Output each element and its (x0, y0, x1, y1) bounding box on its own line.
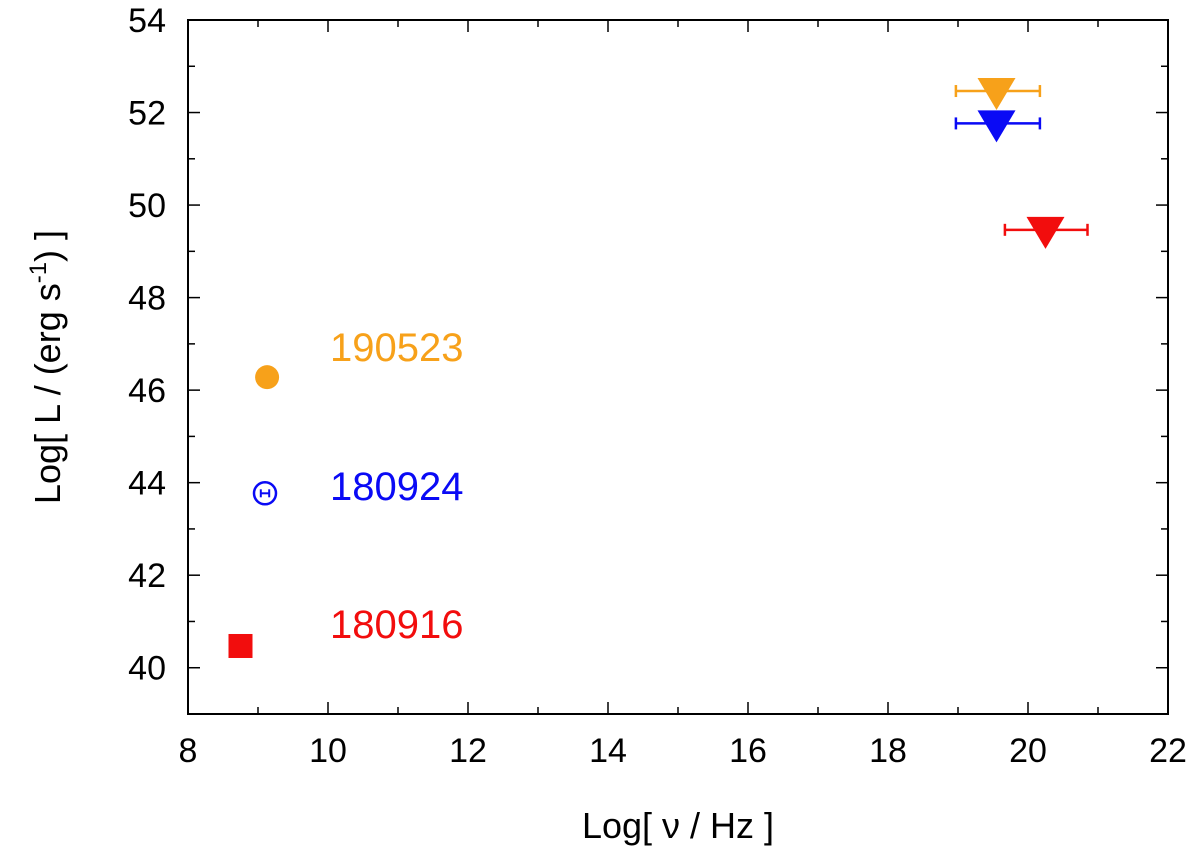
y-tick-label: 46 (128, 372, 166, 410)
radio-point-180924 (252, 481, 278, 506)
radio-point-190523 (255, 365, 280, 390)
event-label-190523: 190523 (330, 326, 463, 370)
y-axis-title-end: ) ] (27, 230, 68, 262)
x-tick-label: 14 (589, 732, 627, 770)
series-190523 (255, 78, 1042, 390)
data-marks (228, 78, 1089, 658)
y-tick-label: 42 (128, 557, 166, 595)
x-tick-labels: 8 10 12 14 16 18 20 22 (179, 732, 1187, 770)
y-axis-title-superscript: -1 (25, 262, 52, 283)
x-tick-label: 20 (1009, 732, 1047, 770)
y-tick-label: 52 (128, 95, 166, 133)
event-label-180916: 180916 (330, 603, 463, 647)
y-tick-label: 48 (128, 280, 166, 318)
series-180924 (252, 110, 1042, 506)
y-tick-labels: 40 42 44 46 48 50 52 54 (128, 2, 166, 688)
radio-point-180916 (228, 633, 253, 658)
axis-ticks (187, 19, 1169, 714)
upper-limit-triangle-190523 (977, 78, 1016, 111)
x-tick-label: 10 (309, 732, 347, 770)
y-tick-label: 40 (128, 650, 166, 688)
x-axis-title: Log[ ν / Hz ] (582, 805, 774, 846)
y-tick-label: 44 (128, 465, 166, 503)
x-tick-label: 12 (449, 732, 487, 770)
series-180916 (228, 216, 1089, 658)
x-tick-label: 16 (729, 732, 767, 770)
y-axis-title-main: Log[ L / (erg s (27, 283, 68, 504)
upper-limit-triangle-180924 (977, 110, 1016, 143)
y-tick-label: 54 (128, 2, 166, 40)
x-tick-label: 18 (869, 732, 907, 770)
x-tick-label: 22 (1149, 732, 1187, 770)
x-tick-label: 8 (179, 732, 198, 770)
y-axis-title: Log[ L / (erg s-1) ] (25, 230, 68, 504)
y-tick-label: 50 (128, 187, 166, 225)
upper-limit-triangle-180916 (1026, 216, 1065, 249)
event-label-180924: 180924 (330, 465, 463, 509)
